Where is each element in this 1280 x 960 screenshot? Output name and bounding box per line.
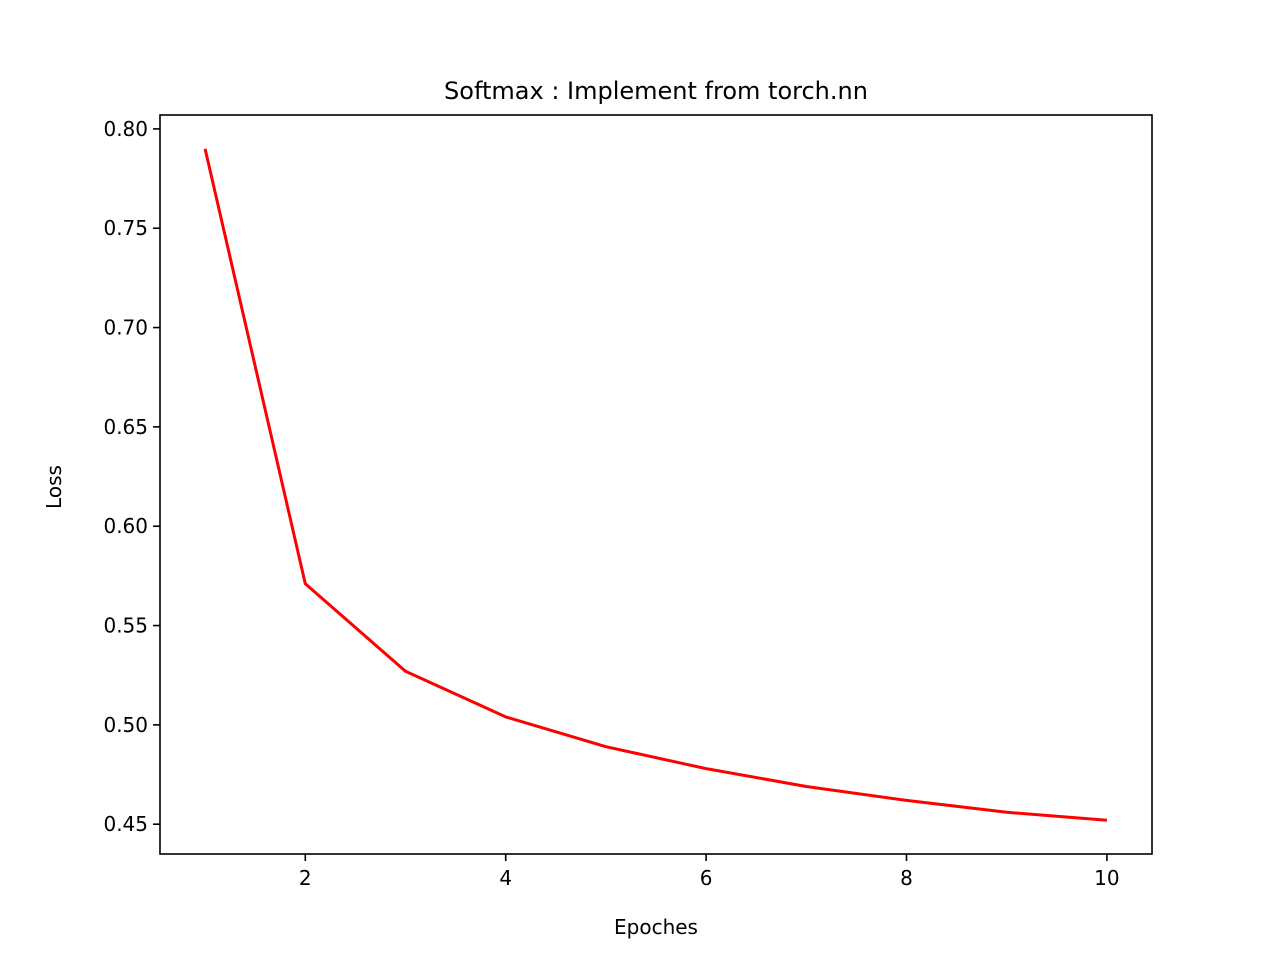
plot-frame [159,114,1153,855]
y-tick-label: 0.55 [103,614,148,638]
x-tick-label: 6 [700,866,713,890]
x-tick-label: 10 [1094,866,1119,890]
y-tick-label: 0.65 [103,415,148,439]
y-tick-label: 0.45 [103,812,148,836]
y-tick-label: 0.50 [103,713,148,737]
x-tick-label: 2 [299,866,312,890]
y-axis-label: Loss [42,465,66,509]
series-lines [203,148,1108,822]
x-tick-label: 8 [900,866,913,890]
y-tick-label: 0.60 [103,514,148,538]
x-axis-ticks: 2 4 6 8 10 [299,854,1120,890]
loss-series-line [203,148,1108,822]
y-tick-label: 0.80 [103,117,148,141]
y-axis-ticks: 0.45 0.50 0.55 0.60 0.65 0.70 0.75 0.80 [103,117,160,836]
x-tick-label: 4 [499,866,512,890]
y-tick-label: 0.70 [103,316,148,340]
x-axis-label: Epoches [614,915,698,939]
y-tick-label: 0.75 [103,216,148,240]
chart-title: Softmax : Implement from torch.nn [444,77,868,105]
